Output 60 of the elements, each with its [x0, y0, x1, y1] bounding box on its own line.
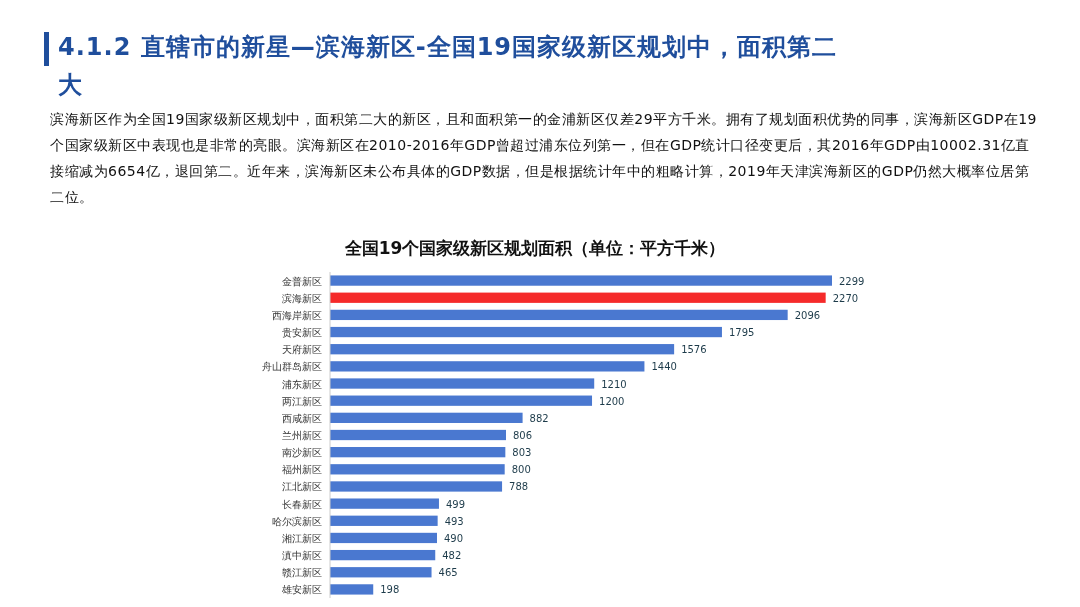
data-label: 490	[443, 532, 464, 544]
data-label: 493	[444, 515, 464, 527]
bar	[330, 309, 788, 321]
bar	[330, 395, 593, 406]
y-tick-label: 滇中新区	[282, 550, 322, 562]
bar	[330, 326, 722, 338]
data-label: 465	[438, 567, 458, 579]
chart-title: 4.1.2 直辖市的新星—滨海新区-全国19国家级新区规划中，面积第二大	[58, 32, 839, 101]
data-label: 2096	[794, 309, 821, 321]
bar	[330, 275, 832, 286]
y-tick-label: 金普新区	[282, 275, 322, 287]
data-label: 800	[511, 464, 531, 476]
text: 全国19个国家级新区规划面积（单位：平方千米）	[343, 238, 726, 258]
bar	[330, 361, 645, 372]
bar	[330, 412, 523, 423]
y-tick-label: 兰州新区	[282, 430, 322, 441]
y-tick-label: 贵安新区	[282, 327, 322, 339]
data-label: 1210	[601, 378, 627, 390]
bar	[330, 515, 438, 526]
y-tick-label: 福州新区	[282, 464, 322, 476]
bar	[330, 429, 506, 441]
data-label: 482	[442, 550, 462, 562]
data-label: 1795	[728, 327, 755, 339]
y-tick-label: 湘江新区	[282, 532, 322, 544]
bar	[330, 292, 826, 303]
bar	[330, 498, 439, 509]
data-label: 198	[380, 584, 400, 596]
y-tick-label: 西咸新区	[282, 412, 322, 424]
y-tick-label: 赣江新区	[282, 567, 322, 579]
bar	[330, 567, 432, 578]
data-label: 1576	[681, 344, 707, 356]
bar	[330, 481, 503, 492]
bar	[330, 464, 505, 475]
bar	[330, 344, 675, 355]
bar	[330, 549, 436, 561]
data-label: 806	[512, 430, 533, 441]
data-label: 2299	[839, 275, 865, 287]
bar	[330, 584, 374, 595]
data-label: 788	[509, 481, 529, 493]
y-tick-label: 两江新区	[282, 395, 322, 407]
bar	[330, 378, 595, 389]
y-tick-label: 长春新区	[282, 498, 322, 510]
y-tick-label: 江北新区	[282, 481, 322, 493]
y-tick-label: 滨海新区	[282, 292, 322, 304]
y-tick-label: 天府新区	[282, 344, 322, 356]
y-tick-label: 哈尔滨新区	[272, 515, 322, 527]
y-tick-label: 舟山群岛新区	[262, 361, 322, 373]
data-label: 1440	[651, 361, 677, 373]
bar	[330, 447, 506, 458]
data-label: 882	[529, 412, 549, 424]
bar	[330, 532, 437, 544]
data-label: 2270	[832, 292, 859, 304]
y-tick-label: 西海岸新区	[272, 309, 322, 321]
y-tick-label: 浦东新区	[282, 378, 322, 390]
data-label: 1200	[599, 395, 625, 407]
data-label: 803	[512, 447, 532, 459]
data-label: 499	[445, 498, 466, 510]
y-tick-label: 雄安新区	[281, 584, 322, 596]
chart-subtitle: 滨海新区作为全国19国家级新区规划中，面积第二大的新区，且和面积第一的金浦新区仅差29平方千米。拥有了规划面积优势的同事，滨海新区GDP在19个国家级新区中表现也是非常的亮眼。滨海新区在2010-2016年GDP曾超过浦东位列第一，但在GDP统计口径变更后，其2016年GDP由10002.31亿直接缩减为6654亿，退回第二。近年来，滨海新区未公布具体的GDP数据，但是根据统计年中的粗略计算，2019年天津滨海新区的GDP仍然大概率位居第二位。	[50, 110, 1038, 207]
y-tick-label: 南沙新区	[282, 447, 322, 459]
